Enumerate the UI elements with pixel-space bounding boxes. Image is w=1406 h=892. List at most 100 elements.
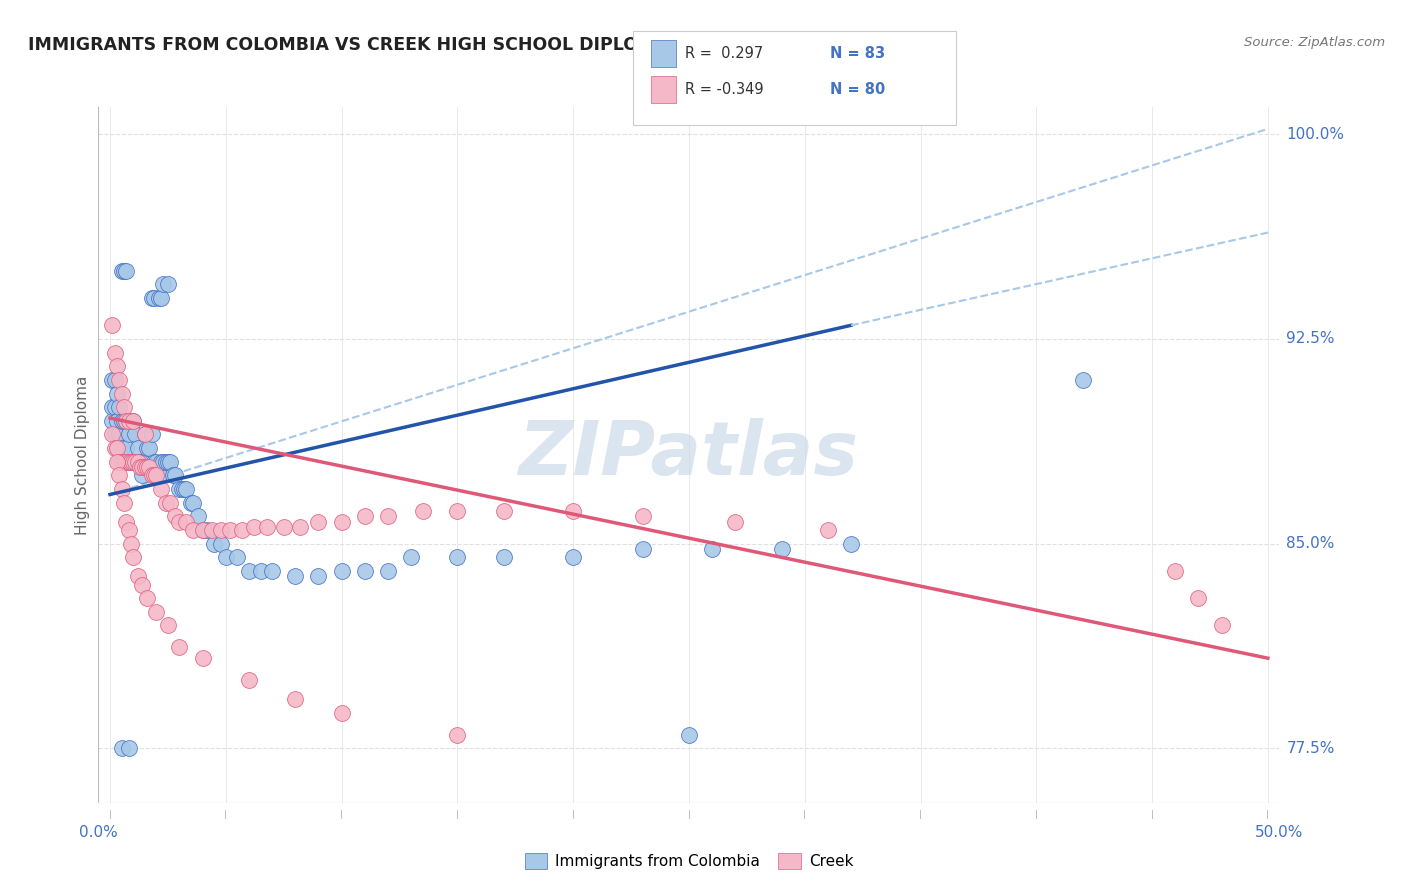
Text: Source: ZipAtlas.com: Source: ZipAtlas.com xyxy=(1244,36,1385,49)
Point xyxy=(104,400,127,414)
Point xyxy=(108,400,131,414)
Point xyxy=(141,427,163,442)
Point xyxy=(136,591,159,606)
Text: |: | xyxy=(572,810,575,819)
Point xyxy=(117,741,139,756)
Point xyxy=(215,550,238,565)
Point xyxy=(159,496,181,510)
Point xyxy=(156,455,179,469)
Point xyxy=(117,414,139,428)
Point xyxy=(101,318,124,333)
Point xyxy=(110,455,132,469)
Point xyxy=(284,692,307,706)
Point xyxy=(377,509,399,524)
Point xyxy=(180,496,202,510)
Point xyxy=(330,564,353,578)
Point xyxy=(169,515,191,529)
Point xyxy=(131,460,153,475)
Point xyxy=(101,373,124,387)
Point xyxy=(112,400,135,414)
Point xyxy=(122,414,145,428)
Point xyxy=(108,455,131,469)
Point xyxy=(110,741,132,756)
Point xyxy=(256,520,278,534)
Point xyxy=(148,291,170,305)
Point xyxy=(330,706,353,720)
Point xyxy=(307,515,329,529)
Point xyxy=(1071,373,1094,387)
Point xyxy=(112,455,135,469)
Point xyxy=(117,523,139,537)
Point xyxy=(115,414,138,428)
Point xyxy=(108,427,131,442)
Point xyxy=(110,386,132,401)
Point xyxy=(117,427,139,442)
Point xyxy=(131,577,153,591)
Point xyxy=(562,550,585,565)
Point xyxy=(155,496,177,510)
Point xyxy=(138,441,160,455)
Point xyxy=(145,605,167,619)
Point xyxy=(124,455,146,469)
Y-axis label: High School Diploma: High School Diploma xyxy=(75,376,90,534)
Point xyxy=(110,264,132,278)
Legend: Immigrants from Colombia, Creek: Immigrants from Colombia, Creek xyxy=(519,847,859,875)
Point xyxy=(446,504,468,518)
Text: |: | xyxy=(108,810,111,819)
Point xyxy=(110,482,132,496)
Point xyxy=(242,520,264,534)
Point xyxy=(176,482,198,496)
Text: 85.0%: 85.0% xyxy=(1286,536,1334,551)
Point xyxy=(129,460,152,475)
Point xyxy=(134,460,156,475)
Point xyxy=(120,455,142,469)
Point xyxy=(105,441,128,455)
Point xyxy=(173,482,195,496)
Point xyxy=(183,523,205,537)
Point xyxy=(1211,618,1233,632)
Point xyxy=(195,523,218,537)
Point xyxy=(231,523,253,537)
Point xyxy=(288,520,311,534)
Point xyxy=(492,504,515,518)
Point xyxy=(183,496,205,510)
Text: 0.0%: 0.0% xyxy=(79,825,118,840)
Point xyxy=(120,536,142,550)
Point xyxy=(399,550,422,565)
Point xyxy=(115,414,138,428)
Point xyxy=(134,427,156,442)
Point xyxy=(136,441,159,455)
Text: N = 80: N = 80 xyxy=(830,82,884,96)
Text: |: | xyxy=(1150,810,1153,819)
Point xyxy=(219,523,242,537)
Text: |: | xyxy=(688,810,690,819)
Point xyxy=(353,509,375,524)
Text: 50.0%: 50.0% xyxy=(1256,825,1303,840)
Point xyxy=(127,455,149,469)
Point xyxy=(700,542,723,557)
Point xyxy=(129,455,152,469)
Point xyxy=(104,441,127,455)
Point xyxy=(202,536,225,550)
Text: IMMIGRANTS FROM COLOMBIA VS CREEK HIGH SCHOOL DIPLOMA CORRELATION CHART: IMMIGRANTS FROM COLOMBIA VS CREEK HIGH S… xyxy=(28,36,884,54)
Point xyxy=(101,400,124,414)
Point xyxy=(115,515,138,529)
Point xyxy=(131,468,153,483)
Point xyxy=(134,427,156,442)
Point xyxy=(117,455,139,469)
Point xyxy=(112,264,135,278)
Point xyxy=(631,542,654,557)
Point xyxy=(149,455,172,469)
Point xyxy=(105,414,128,428)
Point xyxy=(201,523,224,537)
Point xyxy=(169,640,191,655)
Point xyxy=(127,569,149,583)
Point xyxy=(141,468,163,483)
Point xyxy=(148,468,170,483)
Point xyxy=(839,536,862,550)
Point xyxy=(149,291,172,305)
Point xyxy=(143,455,166,469)
Point xyxy=(122,550,145,565)
Point xyxy=(226,550,249,565)
Point xyxy=(446,550,468,565)
